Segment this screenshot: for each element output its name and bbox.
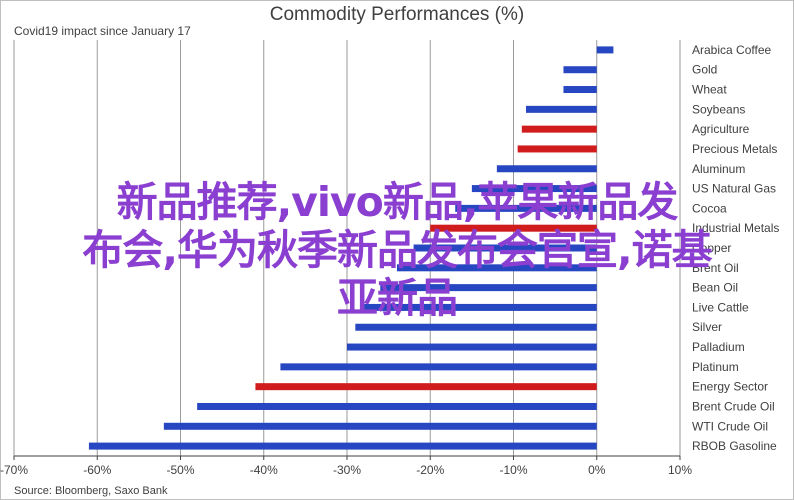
bar-palladium [347, 343, 597, 351]
category-label: Live Cattle [692, 300, 749, 314]
bar-arabica-coffee [596, 46, 614, 54]
bar-wti-crude-oil [163, 422, 597, 430]
bar-gold [563, 66, 597, 74]
watermark-overlay-text: 新品推荐,vivo新品,苹果新品发 布会,华为秋季新品发布会官宣,诺基 亚新品 [0, 178, 794, 322]
bar-us-natural-gas [471, 185, 597, 193]
category-label: Copper [692, 241, 731, 255]
category-label: Precious Metals [692, 142, 777, 156]
category-label: Energy Sector [692, 380, 768, 394]
category-label: Arabica Coffee [692, 43, 771, 57]
bar-industrial-metals [430, 224, 597, 232]
chart-title: Commodity Performances (%) [269, 4, 525, 25]
x-tick-label: -70% [0, 463, 28, 477]
bar-aluminum [496, 165, 597, 173]
category-label: Bean Oil [692, 281, 738, 295]
bar-cocoa [455, 204, 597, 212]
bar-rbob-gasoline [88, 442, 597, 450]
category-label: Palladium [692, 340, 745, 354]
category-label: Aluminum [692, 162, 745, 176]
category-label: RBOB Gasoline [692, 439, 777, 453]
bar-brent-oil [396, 264, 597, 272]
category-label: Brent Oil [692, 261, 739, 275]
x-tick-label: -60% [83, 463, 111, 477]
overlay-line-2: 布会,华为秋季新品发布会官宣,诺基 [82, 226, 712, 274]
chart-source: Source: Bloomberg, Saxo Bank [14, 485, 168, 497]
overlay-line-1: 新品推荐,vivo新品,苹果新品发 [116, 178, 679, 226]
x-tick-label: 10% [668, 463, 692, 477]
x-tick-label: -40% [250, 463, 278, 477]
category-label: Cocoa [692, 201, 727, 215]
category-label: Brent Crude Oil [692, 399, 775, 413]
bar-precious-metals [517, 145, 597, 153]
bar-copper [413, 244, 597, 252]
x-tick-label: 0% [588, 463, 606, 477]
x-tick-label: -50% [166, 463, 194, 477]
category-label: Gold [692, 63, 717, 77]
bar-energy-sector [255, 383, 597, 391]
category-label: Agriculture [692, 122, 750, 136]
x-tick-label: -30% [333, 463, 361, 477]
category-label: Platinum [692, 360, 739, 374]
category-label: Wheat [692, 83, 727, 97]
x-tick-label: -10% [499, 463, 527, 477]
bar-bean-oil [380, 284, 597, 292]
category-label: WTI Crude Oil [692, 419, 768, 433]
bar-silver [355, 323, 597, 331]
bar-wheat [563, 86, 597, 94]
bar-soybeans [525, 105, 597, 113]
bar-agriculture [521, 125, 597, 133]
bar-live-cattle [363, 303, 597, 311]
bar-brent-crude-oil [197, 402, 597, 410]
x-tick-label: -20% [416, 463, 444, 477]
category-label: US Natural Gas [692, 182, 776, 196]
overlay-line-3: 亚新品 [337, 274, 458, 322]
category-label: Silver [692, 320, 722, 334]
chart-subtitle: Covid19 impact since January 17 [14, 24, 191, 38]
category-label: Soybeans [692, 102, 745, 116]
category-label: Industrial Metals [692, 221, 779, 235]
bar-platinum [280, 363, 597, 371]
